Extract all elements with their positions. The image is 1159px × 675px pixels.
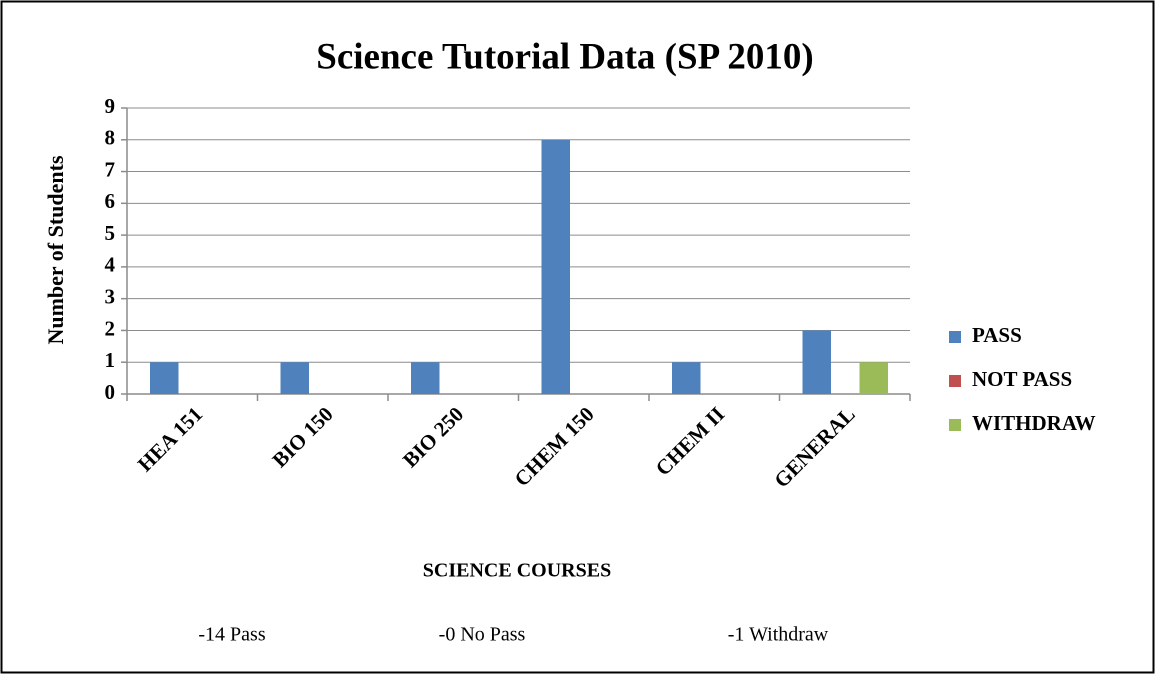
annotation: -1 Withdraw xyxy=(728,624,829,646)
y-tick-label: 0 xyxy=(105,380,116,404)
chart-title: Science Tutorial Data (SP 2010) xyxy=(316,36,813,77)
annotation: -0 No Pass xyxy=(439,624,526,646)
annotation: -14 Pass xyxy=(198,624,265,646)
bar xyxy=(672,362,701,394)
y-tick-label: 4 xyxy=(105,253,116,277)
y-tick-label: 7 xyxy=(105,157,116,181)
legend-swatch xyxy=(949,419,961,431)
y-tick-label: 5 xyxy=(105,221,116,245)
y-tick-label: 9 xyxy=(105,94,116,118)
legend-label: WITHDRAW xyxy=(972,411,1096,435)
bar xyxy=(280,362,309,394)
x-axis-title: SCIENCE COURSES xyxy=(423,560,611,582)
bar xyxy=(150,362,179,394)
bar xyxy=(541,139,570,394)
bar xyxy=(802,330,831,394)
y-tick-label: 2 xyxy=(105,316,116,340)
legend-swatch xyxy=(949,375,961,387)
y-tick-label: 8 xyxy=(105,126,116,150)
y-tick-label: 3 xyxy=(105,284,116,308)
bar xyxy=(859,362,888,394)
bar xyxy=(411,362,440,394)
y-axis-title: Number of Students xyxy=(43,155,68,345)
legend-label: NOT PASS xyxy=(972,367,1072,391)
legend-label: PASS xyxy=(972,323,1022,347)
legend-swatch xyxy=(949,331,961,343)
y-tick-label: 1 xyxy=(105,348,116,372)
y-tick-label: 6 xyxy=(105,189,116,213)
